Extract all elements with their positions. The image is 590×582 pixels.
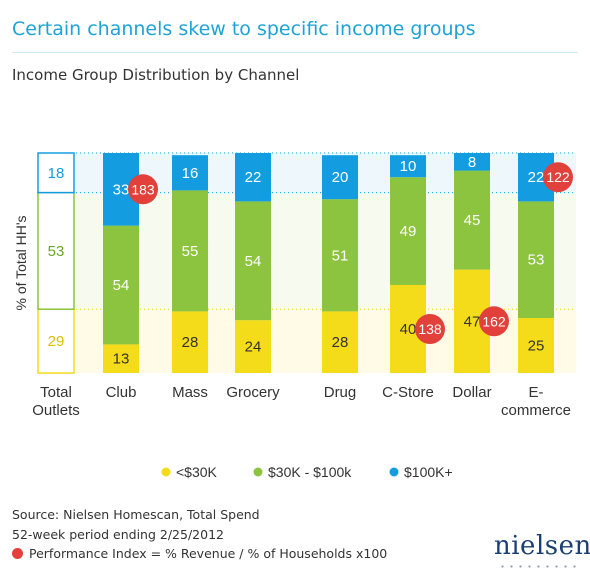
performance-index-note-text: Performance Index = % Revenue / % of Hou… <box>29 546 388 561</box>
y-axis-label: % of Total HH's <box>13 215 29 310</box>
legend-swatch-30k-100k <box>253 467 263 477</box>
performance-index-badge <box>543 162 573 193</box>
bar-mass-30k <box>172 311 208 373</box>
legend-swatch-100k <box>389 467 399 477</box>
performance-index-dot-icon <box>12 548 23 559</box>
bar-e-commerce-30k <box>518 318 554 373</box>
bar-value-label: 54 <box>245 253 262 270</box>
bar-value-label: 47 <box>464 313 481 330</box>
nielsen-logo: nielsen <box>494 531 590 561</box>
bar-value-label: 22 <box>528 169 545 186</box>
category-label: C-Store <box>382 384 434 401</box>
bar-drug-100k <box>322 155 358 200</box>
performance-index-badge <box>415 314 445 344</box>
bar-drug-30k-100k <box>322 199 358 312</box>
bar-value-label: 22 <box>245 169 262 186</box>
source-text: Source: Nielsen Homescan, Total Spend <box>12 507 260 522</box>
bar-c-store-100k <box>390 155 426 178</box>
category-label: Drug <box>324 384 357 401</box>
bar-value-label: 53 <box>48 243 65 260</box>
category-label: Total <box>40 384 72 401</box>
category-label: Dollar <box>452 384 491 401</box>
category-label: Outlets <box>32 402 80 419</box>
bar-value-label: 28 <box>182 334 199 351</box>
legend-label: $30K - $100k <box>268 464 352 480</box>
bar-value-label: 55 <box>182 243 199 260</box>
performance-index-badge <box>128 174 158 205</box>
category-label: commerce <box>501 402 571 419</box>
performance-index-label: 138 <box>418 321 442 337</box>
bar-mass-30k-100k <box>172 190 208 312</box>
bar-value-label: 29 <box>48 333 65 350</box>
bar-value-label: 49 <box>400 223 417 240</box>
bar-total-outlets-100k <box>37 152 75 194</box>
bar-dollar-100k <box>454 153 490 171</box>
bar-value-label: 54 <box>113 277 130 294</box>
bar-value-label: 25 <box>528 338 545 355</box>
bar-dollar-30k-100k <box>454 170 490 270</box>
bar-c-store-30k-100k <box>390 177 426 285</box>
bar-club-30k-100k <box>103 225 139 345</box>
bar-value-label: 51 <box>332 247 349 264</box>
bar-value-label: 8 <box>468 154 476 171</box>
bar-value-label: 33 <box>113 181 130 198</box>
category-label: Club <box>106 384 137 401</box>
performance-index-label: 162 <box>482 313 506 329</box>
performance-index-label: 183 <box>131 181 155 197</box>
bar-value-label: 45 <box>464 212 481 229</box>
bar-value-label: 16 <box>182 165 199 182</box>
performance-index-note: Performance Index = % Revenue / % of Hou… <box>12 546 387 561</box>
bar-mass-100k <box>172 155 208 191</box>
bar-grocery-30k-100k <box>235 201 271 321</box>
legend-swatch-30k <box>161 467 171 477</box>
bar-value-label: 40 <box>400 321 417 338</box>
chart-title: Income Group Distribution by Channel <box>12 66 300 84</box>
logo-dots <box>498 565 578 568</box>
category-label: E- <box>529 384 544 401</box>
category-label: Grocery <box>226 384 280 401</box>
bar-e-commerce-30k-100k <box>518 201 554 318</box>
legend-label: <$30K <box>176 464 218 480</box>
bar-value-label: 13 <box>113 351 130 368</box>
chart: % of Total HH's 29 53 18 13 54 33 28 55 16 24 54 22 2… <box>13 152 576 480</box>
bar-grocery-30k <box>235 320 271 373</box>
bar-value-label: 18 <box>48 165 65 182</box>
performance-index-label: 122 <box>546 169 570 185</box>
bar-value-label: 20 <box>332 169 349 186</box>
bar-drug-30k <box>322 311 358 373</box>
title-divider <box>12 52 578 53</box>
bar-club-30k <box>103 344 139 373</box>
bar-value-label: 24 <box>245 339 262 356</box>
period-text: 52-week period ending 2/25/2012 <box>12 527 224 542</box>
bar-value-label: 53 <box>528 252 545 269</box>
category-label: Mass <box>172 384 208 401</box>
bar-value-label: 28 <box>332 334 349 351</box>
performance-index-badge <box>479 306 509 337</box>
bar-value-label: 10 <box>400 158 417 175</box>
bar-grocery-100k <box>235 153 271 202</box>
page-title: Certain channels skew to specific income… <box>12 18 476 40</box>
legend-label: $100K+ <box>404 464 453 480</box>
